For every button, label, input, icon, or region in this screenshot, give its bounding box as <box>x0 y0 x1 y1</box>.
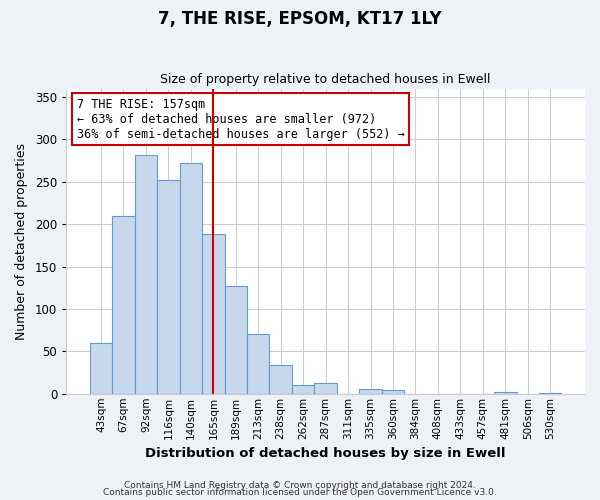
Text: Contains public sector information licensed under the Open Government Licence v3: Contains public sector information licen… <box>103 488 497 497</box>
Title: Size of property relative to detached houses in Ewell: Size of property relative to detached ho… <box>160 73 491 86</box>
Bar <box>382 390 404 394</box>
Text: Contains HM Land Registry data © Crown copyright and database right 2024.: Contains HM Land Registry data © Crown c… <box>124 480 476 490</box>
Text: 7 THE RISE: 157sqm
← 63% of detached houses are smaller (972)
36% of semi-detach: 7 THE RISE: 157sqm ← 63% of detached hou… <box>77 98 404 140</box>
Bar <box>314 382 337 394</box>
Bar <box>224 286 247 394</box>
Bar <box>135 154 157 394</box>
Bar <box>157 180 179 394</box>
Bar <box>292 386 314 394</box>
Bar <box>359 388 382 394</box>
Bar <box>112 216 135 394</box>
Bar <box>539 393 562 394</box>
Bar <box>202 234 224 394</box>
Y-axis label: Number of detached properties: Number of detached properties <box>15 142 28 340</box>
Bar <box>247 334 269 394</box>
Text: 7, THE RISE, EPSOM, KT17 1LY: 7, THE RISE, EPSOM, KT17 1LY <box>158 10 442 28</box>
Bar <box>179 163 202 394</box>
Bar <box>269 365 292 394</box>
Bar <box>90 343 112 394</box>
Bar <box>494 392 517 394</box>
X-axis label: Distribution of detached houses by size in Ewell: Distribution of detached houses by size … <box>145 447 506 460</box>
